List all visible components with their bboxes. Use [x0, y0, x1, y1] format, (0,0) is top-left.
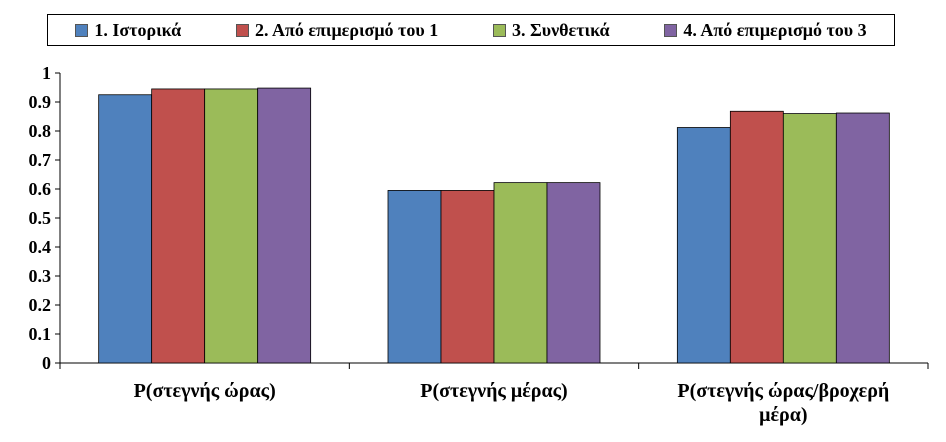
y-tick-label: 0.9 [29, 92, 52, 112]
legend-swatch-series-1 [75, 23, 89, 37]
bar-1-3 [676, 127, 731, 364]
x-category-label: P(στεγνής ώρας/βροχερή [677, 380, 889, 402]
y-tick-label: 0 [42, 353, 51, 373]
legend-item-series-2: 2. Από επιμερισμό του 1 [235, 19, 439, 41]
bar-1-1 [98, 94, 153, 364]
y-tick-label: 0.1 [29, 324, 52, 344]
bar-4-2 [546, 182, 601, 364]
x-category-label: P(στεγνής ώρας) [134, 380, 276, 402]
y-tick-label: 0.2 [29, 295, 52, 315]
legend-swatch-series-4 [664, 23, 678, 37]
bar-2-2 [440, 190, 495, 364]
legend-swatch-series-3 [492, 23, 506, 37]
bar-3-1 [204, 88, 259, 364]
bar-1-2 [387, 190, 442, 364]
bar-2-1 [151, 88, 206, 364]
y-tick-label: 0.6 [29, 179, 52, 199]
legend-item-series-4: 4. Από επιμερισμό του 3 [664, 19, 867, 41]
legend-item-series-1: 1. Ιστορικά [75, 20, 181, 41]
y-tick-label: 0.5 [29, 208, 52, 228]
y-tick-label: 0.8 [29, 121, 52, 141]
y-tick-label: 0.7 [29, 150, 52, 170]
y-tick-label: 0.3 [29, 266, 52, 286]
bar-2-3 [729, 110, 784, 364]
bar-4-1 [257, 87, 312, 364]
legend-item-series-3: 3. Συνθετικά [492, 19, 610, 41]
bar-3-2 [493, 182, 548, 364]
bar-3-3 [782, 113, 837, 364]
bar-4-3 [835, 112, 890, 364]
x-category-label: P(στεγνής μέρας) [420, 380, 567, 402]
legend-swatch-series-2 [235, 23, 249, 37]
x-category-label: μέρα) [759, 404, 807, 426]
y-tick-label: 1 [42, 63, 51, 83]
legend-label-series-3: 3. Συνθετικά [511, 19, 610, 40]
legend-label-series-2: 2. Από επιμερισμό του 1 [254, 19, 439, 40]
legend: 1. Ιστορικά 2. Από επιμερισμό του 1 3. Σ… [47, 14, 895, 46]
legend-label-series-4: 4. Από επιμερισμό του 3 [683, 19, 867, 40]
y-tick-label: 0.4 [29, 237, 52, 257]
legend-label-series-1: 1. Ιστορικά [94, 19, 182, 40]
